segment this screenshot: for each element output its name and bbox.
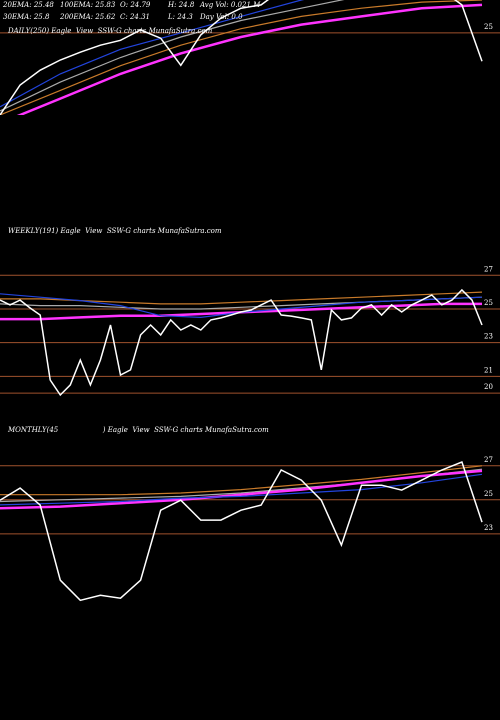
price-line <box>0 473 483 506</box>
stat-label: Avg Vol: 0.021 M <box>199 1 261 9</box>
stat-label: C: 24.31 <box>120 13 150 21</box>
panel: 25 DAILY(250) Eagle View SSW-G charts Mun… <box>0 0 500 115</box>
stat-label: 200EMA: 25.62 <box>59 13 116 21</box>
chart-title: DAILY(250) Eagle View SSW-G charts Munaf… <box>7 27 213 35</box>
y-tick-label: 27 <box>484 265 493 273</box>
plot <box>0 461 483 602</box>
price-line <box>0 0 305 108</box>
panel: 27 25 23 MONTHLY(45 ) Eagle View SSW-G char… <box>0 426 500 602</box>
y-tick-label: 21 <box>484 366 493 374</box>
y-tick-label: 25 <box>484 299 493 307</box>
price-line <box>0 465 483 496</box>
plot <box>0 288 483 397</box>
plot <box>0 0 483 115</box>
stat-label: L: 24.3 <box>167 13 193 21</box>
y-tick-label: 27 <box>484 456 493 464</box>
y-tick-label: 25 <box>484 23 493 31</box>
y-tick-label: 23 <box>484 333 493 341</box>
price-line <box>0 288 483 397</box>
price-line <box>0 0 483 115</box>
stat-label: Day Vol: 0.0 <box>199 13 243 21</box>
price-line <box>0 291 483 305</box>
stat-label: H: 24.8 <box>167 1 195 9</box>
panel: 27 25 23 21 20 WEEKLY(191) Eagle View SSW-G c… <box>0 227 500 397</box>
price-line <box>0 469 483 510</box>
y-tick-label: 23 <box>484 524 493 532</box>
price-line <box>0 461 483 602</box>
chart-title: WEEKLY(191) Eagle View SSW-G charts Muna… <box>8 227 222 235</box>
chart-title: MONTHLY(45 ) Eagle View SSW-G charts Mun… <box>7 426 269 434</box>
stat-label: 100EMA: 25.83 <box>60 1 116 9</box>
y-tick-label: 25 <box>484 490 493 498</box>
price-line <box>16 3 483 115</box>
stat-label: O: 24.79 <box>120 1 151 9</box>
price-line <box>0 0 483 115</box>
stat-label: 30EMA: 25.8 <box>3 13 50 21</box>
stat-label: 20EMA: 25.48 <box>2 1 54 9</box>
price-line <box>0 0 345 112</box>
y-tick-label: 20 <box>484 383 493 391</box>
